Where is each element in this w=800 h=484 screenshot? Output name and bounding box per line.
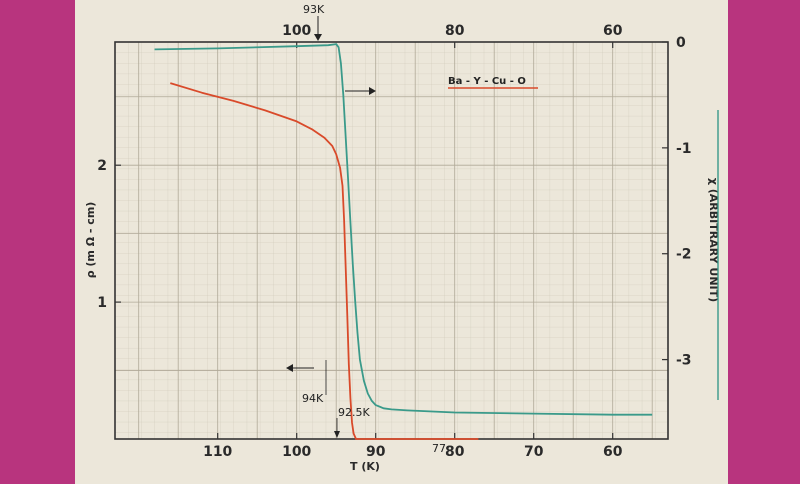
x-tick-label: 80 [445, 444, 465, 460]
x-tick-label: 60 [603, 444, 623, 460]
annotation-92-5k: 92.5K [338, 406, 370, 419]
y2-tick-label: -2 [676, 247, 692, 263]
chi-axis-arrowhead [369, 87, 376, 95]
plot-grid [115, 42, 668, 439]
y2-tick-label: -1 [676, 141, 692, 157]
series-layer [154, 43, 653, 440]
x-axis-title: T (K) [350, 460, 380, 473]
y-tick-label: 2 [97, 158, 107, 174]
annotation-92-5k-arrowhead [334, 431, 340, 438]
y-axis-title: ρ (m Ω - cm) [84, 202, 97, 279]
annotation-93k: 93K [303, 3, 325, 16]
y2-tick-label: -3 [676, 353, 692, 369]
x-top-tick-label: 60 [603, 23, 623, 39]
x-tick-label: 100 [282, 444, 311, 460]
annotation-93k-arrowhead [314, 34, 322, 41]
axis-tick-labels: 110 100 90 80 70 60 100 80 60 1 2 0 -1 -2 -3 [97, 23, 691, 460]
y2-tick-label: 0 [676, 35, 686, 51]
y-tick-label: 1 [97, 295, 107, 311]
tick-label-77: 77 [432, 442, 446, 455]
x-tick-label: 110 [203, 444, 232, 460]
major-grid [115, 42, 668, 439]
legend-label: Ba - Y - Cu - O [448, 76, 526, 87]
x-tick-label: 70 [524, 444, 544, 460]
rho-axis-arrowhead [286, 364, 293, 372]
series-line-rho [170, 82, 479, 440]
y2-axis-title: χ (ARBITRARY UNIT) [707, 178, 720, 302]
x-top-tick-label: 80 [445, 23, 465, 39]
x-tick-label: 90 [366, 444, 386, 460]
series-line-chi [154, 43, 653, 416]
annotation-94k: 94K [302, 392, 324, 405]
x-top-tick-label: 100 [282, 23, 311, 39]
